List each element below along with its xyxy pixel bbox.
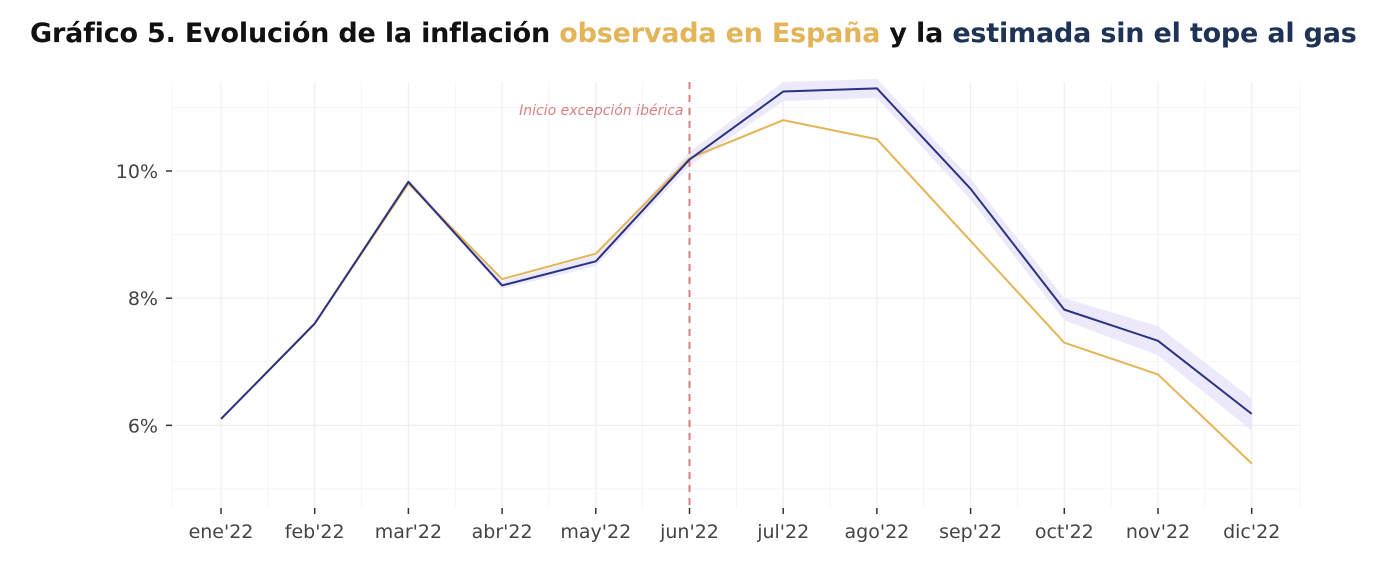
x-tick-label: mar'22 bbox=[375, 521, 442, 543]
grid-lines bbox=[171, 82, 1301, 508]
event-marker: Inicio excepción ibérica bbox=[519, 82, 691, 508]
x-axis: ene'22 feb'22 mar'22 abr'22 may'22 jun'22 jul'… bbox=[189, 508, 1280, 543]
x-tick-label: jul'22 bbox=[756, 521, 809, 543]
annotation-label: Inicio excepción ibérica bbox=[519, 103, 683, 119]
x-tick-label: abr'22 bbox=[472, 521, 533, 543]
series-lines bbox=[220, 87, 1253, 465]
x-tick-label: feb'22 bbox=[285, 521, 345, 543]
x-tick-label: jun'22 bbox=[659, 521, 719, 543]
x-tick-label: sep'22 bbox=[939, 521, 1002, 543]
title-part-estimated: estimada sin el tope al gas bbox=[952, 18, 1357, 49]
x-tick-label: ene'22 bbox=[189, 521, 254, 543]
title-part-1: Gráfico 5. Evolución de la inflación bbox=[30, 18, 560, 49]
y-tick-label: 10% bbox=[116, 161, 158, 183]
title-part-observed: observada en España bbox=[559, 18, 881, 49]
y-tick-label: 6% bbox=[128, 415, 158, 437]
y-axis: 6% 8% 10% bbox=[116, 161, 172, 437]
y-tick-label: 8% bbox=[128, 288, 158, 310]
x-tick-label: ago'22 bbox=[845, 521, 910, 543]
x-tick-label: oct'22 bbox=[1035, 521, 1094, 543]
title-part-3: y la bbox=[880, 18, 953, 49]
x-tick-label: nov'22 bbox=[1126, 521, 1190, 543]
series-line-estimated bbox=[220, 87, 1253, 420]
chart-title: Gráfico 5. Evolución de la inflación obs… bbox=[30, 18, 1357, 49]
x-tick-label: may'22 bbox=[560, 521, 631, 543]
x-tick-label: dic'22 bbox=[1223, 521, 1280, 543]
